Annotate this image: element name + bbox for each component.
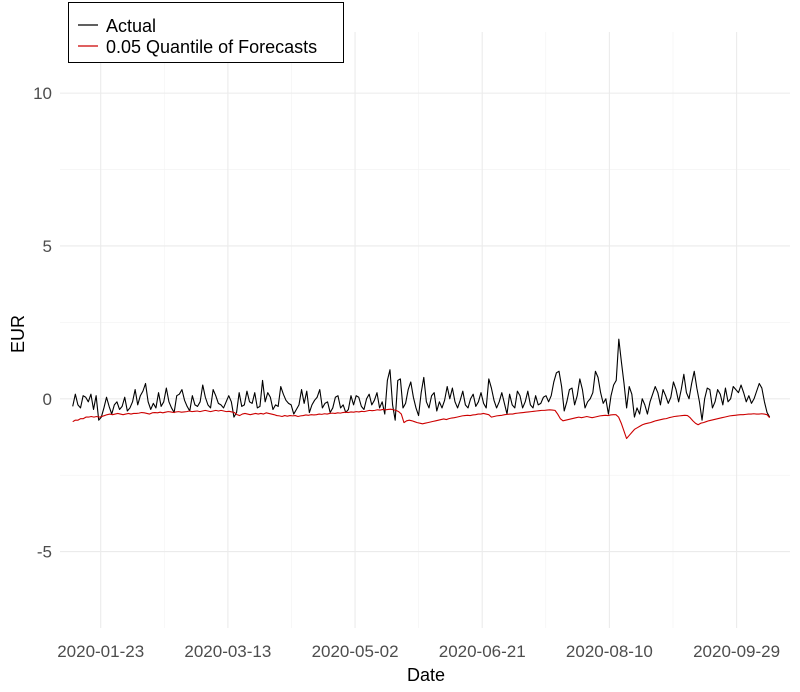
x-tick-label: 2020-03-13 <box>184 642 271 661</box>
y-tick-label: 5 <box>43 237 52 256</box>
y-tick-label: 10 <box>33 84 52 103</box>
y-tick-label: -5 <box>37 543 52 562</box>
x-axis-title: Date <box>407 665 445 685</box>
legend-label-quantile: 0.05 Quantile of Forecasts <box>106 37 317 57</box>
x-tick-label: 2020-09-29 <box>693 642 780 661</box>
legend-label-actual: Actual <box>106 16 156 36</box>
y-axis-title: EUR <box>8 315 28 353</box>
x-tick-label: 2020-08-10 <box>566 642 653 661</box>
y-tick-label: 0 <box>43 390 52 409</box>
minor-gridlines <box>60 32 790 628</box>
legend-box <box>68 2 344 63</box>
series-line-actual <box>72 338 771 421</box>
series-lines <box>72 338 771 440</box>
x-tick-label: 2020-01-23 <box>57 642 144 661</box>
x-axis-tick-labels: 2020-01-23 2020-03-13 2020-05-02 2020-06-21… <box>57 642 780 661</box>
x-tick-label: 2020-05-02 <box>312 642 399 661</box>
series-line-0-05-quantile-of-forecasts <box>72 408 771 440</box>
legend: Actual 0.05 Quantile of Forecasts <box>68 2 344 63</box>
major-gridlines <box>60 32 790 628</box>
x-tick-label: 2020-06-21 <box>439 642 526 661</box>
y-axis-tick-labels: -5 0 5 10 <box>33 84 52 561</box>
